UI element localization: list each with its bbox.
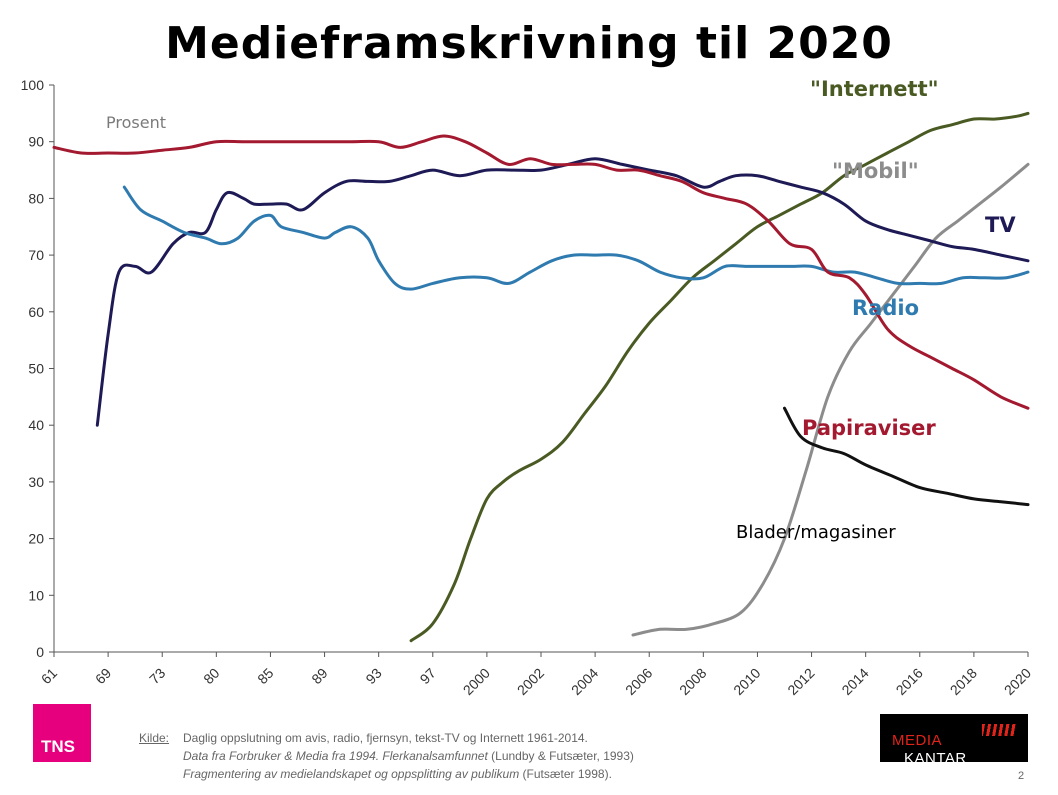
- line-chart: 0 10 20 30 40 50 60 70 80 90 100 61 69 73 80 85 89 93 97 2…: [21, 77, 1035, 698]
- x-tick-label: 93: [362, 665, 384, 687]
- flame-icon: [982, 724, 1016, 736]
- x-tick-label: 2000: [460, 665, 493, 698]
- series-line-blader-magasiner: [783, 406, 1030, 507]
- series-label-papiraviser: Papiraviser: [802, 416, 936, 440]
- series-label-blader-magasiner: Blader/magasiner: [736, 522, 896, 543]
- y-tick-label: 30: [28, 474, 44, 490]
- series-line-mobil: [631, 162, 1030, 637]
- y-tick-label: 20: [28, 531, 44, 547]
- series-labels: "Internett" "Mobil" TV Radio Papiraviser Blad…: [736, 77, 1016, 543]
- x-tick-label: 89: [308, 665, 330, 687]
- x-tick-label: 97: [417, 665, 439, 687]
- y-axis-ticks: 0 10 20 30 40 50 60 70 80 90 100: [21, 77, 54, 660]
- y-tick-label: 40: [28, 417, 44, 433]
- source-line-1: Daglig oppslutning om avis, radio, fjern…: [183, 731, 588, 745]
- y-tick-label: 100: [21, 77, 45, 93]
- x-tick-label: 61: [38, 665, 60, 687]
- source-line-3: (Futsæter 1998).: [519, 767, 612, 781]
- y-tick-label: 60: [28, 304, 44, 320]
- x-tick-label: 2012: [784, 665, 817, 698]
- x-tick-label: 2002: [514, 665, 547, 698]
- series-line-tv: [95, 157, 1030, 427]
- kantar-media-logo: KANTAR MEDIA: [880, 714, 1028, 767]
- y-tick-label: 50: [28, 361, 44, 377]
- x-tick-label: 2020: [1001, 665, 1034, 698]
- series-label-mobil: "Mobil": [832, 159, 919, 183]
- source-line-2-italic: Data fra Forbruker & Media fra 1994. Fle…: [183, 749, 488, 763]
- tns-logo: TNS: [33, 704, 91, 762]
- x-tick-label: 2006: [622, 665, 655, 698]
- y-tick-label: 10: [28, 587, 44, 603]
- y-tick-label: 0: [36, 644, 44, 660]
- x-axis-ticks: 61 69 73 80 85 89 93 97 2000 2002 2004 2006 2008 2010…: [38, 652, 1034, 698]
- chart-title: Medieframskrivning til 2020: [165, 18, 893, 69]
- x-tick-label: 2014: [838, 665, 871, 698]
- series-line-radio: [122, 185, 1030, 291]
- x-tick-label: 2008: [676, 665, 709, 698]
- source-label: Kilde:: [139, 731, 170, 745]
- series-label-tv: TV: [985, 213, 1016, 237]
- series-label-radio: Radio: [852, 296, 919, 320]
- x-tick-label: 80: [200, 665, 222, 687]
- source-line-2: (Lundby & Futsæter, 1993): [487, 749, 634, 763]
- x-tick-label: 69: [92, 665, 114, 687]
- series-line-papiraviser: [52, 134, 1030, 410]
- series-lines: [52, 111, 1030, 643]
- x-tick-label: 2010: [730, 665, 763, 698]
- x-tick-label: 2004: [568, 665, 601, 698]
- x-tick-label: 2016: [893, 665, 926, 698]
- source-line-3-italic: Fragmentering av medielandskapet og opps…: [183, 767, 520, 781]
- y-tick-label: 90: [28, 134, 44, 150]
- x-tick-label: 85: [254, 665, 276, 687]
- series-line-internett: [409, 111, 1030, 643]
- x-tick-label: 73: [146, 665, 168, 687]
- page-number: 2: [1018, 770, 1025, 782]
- y-tick-label: 70: [28, 247, 44, 263]
- series-label-internett: "Internett": [810, 77, 939, 101]
- y-tick-label: 80: [28, 190, 44, 206]
- y-axis-label: Prosent: [106, 113, 166, 132]
- source-note: Kilde: Daglig oppslutning om avis, radio,…: [139, 729, 634, 783]
- x-tick-label: 2018: [947, 665, 980, 698]
